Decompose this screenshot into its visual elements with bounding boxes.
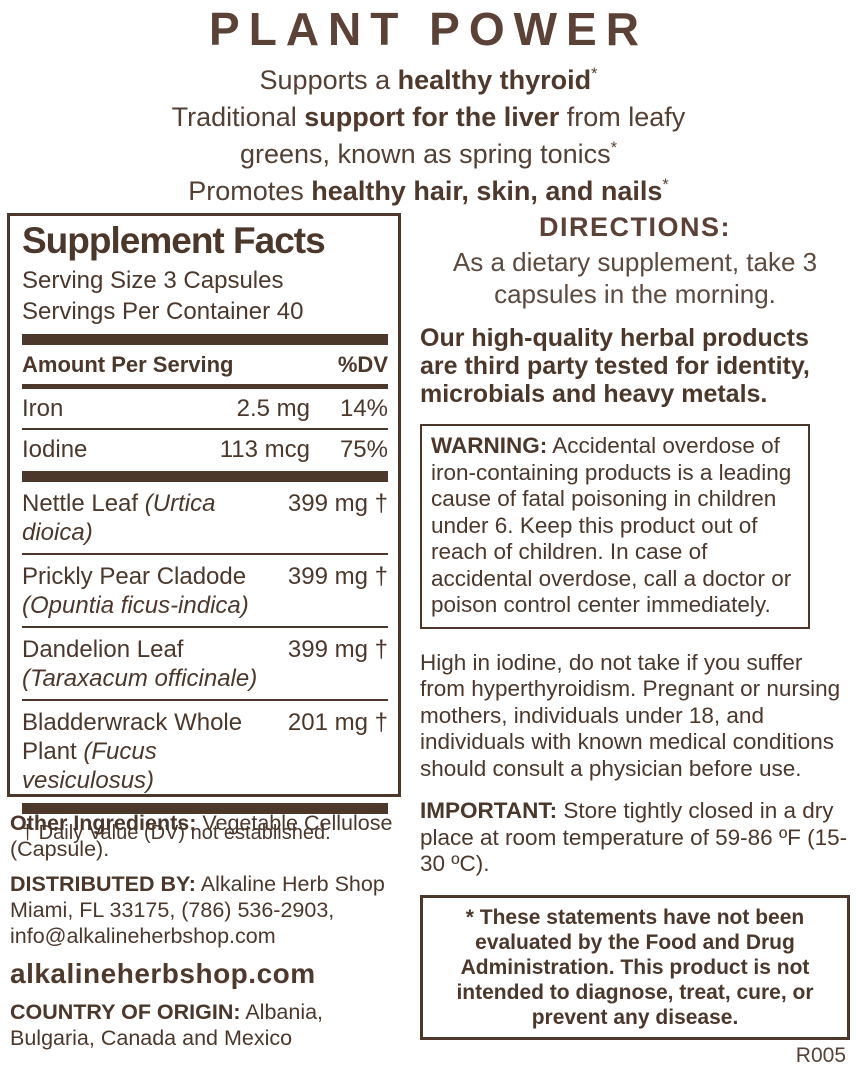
herb-name: Bladderwrack Whole Plant (Fucus vesiculo…	[22, 708, 243, 794]
product-title: PLANT POWER	[209, 3, 648, 55]
country-of-origin: COUNTRY OF ORIGIN: Albania, Bulgaria, Ca…	[10, 1000, 324, 1050]
herb-latin-name: (Taraxacum officinale)	[22, 664, 258, 692]
table-row-iron: Iron 2.5 mg 14%	[22, 389, 388, 430]
herb-amount: 399 mg †	[287, 635, 388, 663]
table-row-dandelion-leaf: Dandelion Leaf (Taraxacum officinale) 39…	[22, 625, 388, 699]
left-info-column: Other Ingredients: Vegetable Cellulose (…	[10, 810, 402, 1060]
herb-amount: 201 mg †	[287, 708, 388, 736]
dagger-symbol: †	[374, 489, 388, 517]
herb-amount: 399 mg †	[287, 489, 388, 517]
fda-disclaimer-box: * These statements have not been evaluat…	[420, 894, 850, 1040]
table-row-bladderwrack: Bladderwrack Whole Plant (Fucus vesiculo…	[22, 698, 388, 801]
directions-heading: DIRECTIONS:	[539, 212, 731, 242]
important-lead: IMPORTANT:	[420, 798, 558, 823]
divider-thick	[22, 802, 388, 814]
important-text: Store tightly closed in a dry place at r…	[420, 798, 848, 876]
mineral-name: Iodine	[22, 435, 88, 463]
revision-code: R005	[795, 1043, 846, 1067]
herb-latin-name: (Fucus vesiculosus)	[22, 737, 157, 794]
servings-per-container: Servings Per Container 40	[22, 297, 304, 325]
serving-size: Serving Size 3 Capsules	[22, 266, 284, 294]
other-ingredients: Other Ingredients: Vegetable Cellulose (…	[10, 811, 393, 861]
divider-thick	[22, 333, 388, 345]
benefit-line: Promotes healthy hair, skin, and nails*	[188, 176, 669, 206]
distributed-by: DISTRIBUTED BY: Alkaline Herb Shop Miami…	[10, 872, 385, 948]
dagger-symbol: †	[374, 635, 388, 663]
herb-name: Nettle Leaf (Urtica dioica)	[22, 489, 216, 546]
dv-footnote: † Daily Value (DV) not established.	[22, 821, 331, 844]
dagger-symbol: †	[374, 562, 388, 590]
supplement-facts-panel: Supplement Facts Serving Size 3 Capsules…	[7, 213, 401, 844]
mineral-dv: 75%	[339, 435, 388, 463]
herb-amount: 399 mg †	[287, 562, 388, 590]
divider-thick	[22, 470, 388, 482]
benefit-claims: Supports a healthy thyroid* Traditional …	[0, 62, 857, 210]
dagger-symbol: †	[374, 708, 388, 736]
dv-label: %DV	[337, 351, 388, 377]
herb-name: Prickly Pear Cladode (Opuntia ficus-indi…	[22, 562, 249, 619]
mineral-name: Iron	[22, 394, 64, 422]
website-url: alkalineherbshop.com	[10, 958, 316, 989]
warning-lead: WARNING:	[431, 433, 548, 458]
herb-latin-name: (Opuntia ficus-indica)	[22, 591, 249, 619]
benefit-line: Supports a healthy thyroid*	[259, 65, 598, 95]
iodine-notice: High in iodine, do not take if you suffe…	[420, 649, 841, 781]
product-label: PLANT POWER Supports a healthy thyroid* …	[0, 3, 857, 1067]
facts-column-header: Amount Per Serving %DV	[22, 345, 388, 384]
warning-text: Accidental overdose of iron-containing p…	[431, 433, 792, 617]
quality-statement: Our high-quality herbal products are thi…	[420, 324, 810, 408]
mineral-dv: 14%	[339, 394, 388, 422]
table-row-nettle-leaf: Nettle Leaf (Urtica dioica) 399 mg †	[22, 482, 388, 553]
amount-per-serving-label: Amount Per Serving	[22, 351, 234, 377]
directions-text: As a dietary supplement, take 3 capsules…	[452, 247, 818, 309]
right-info-column: DIRECTIONS: As a dietary supplement, tak…	[420, 212, 850, 1068]
important-storage: IMPORTANT: Store tightly closed in a dry…	[420, 798, 850, 878]
divider-medium	[22, 383, 388, 389]
herb-name: Dandelion Leaf (Taraxacum officinale)	[22, 635, 258, 692]
benefit-line: Traditional support for the liver from l…	[171, 102, 686, 132]
table-row-prickly-pear: Prickly Pear Cladode (Opuntia ficus-indi…	[22, 552, 388, 626]
herb-latin-name: (Urtica dioica)	[22, 489, 216, 546]
warning-box: WARNING: Accidental overdose of iron-con…	[420, 424, 810, 629]
mineral-amount: 113 mcg	[219, 435, 310, 463]
table-row-iodine: Iodine 113 mcg 75%	[22, 430, 388, 469]
benefit-line: greens, known as spring tonics*	[239, 139, 617, 169]
mineral-amount: 2.5 mg	[236, 394, 310, 422]
supplement-facts-title: Supplement Facts	[22, 220, 326, 261]
